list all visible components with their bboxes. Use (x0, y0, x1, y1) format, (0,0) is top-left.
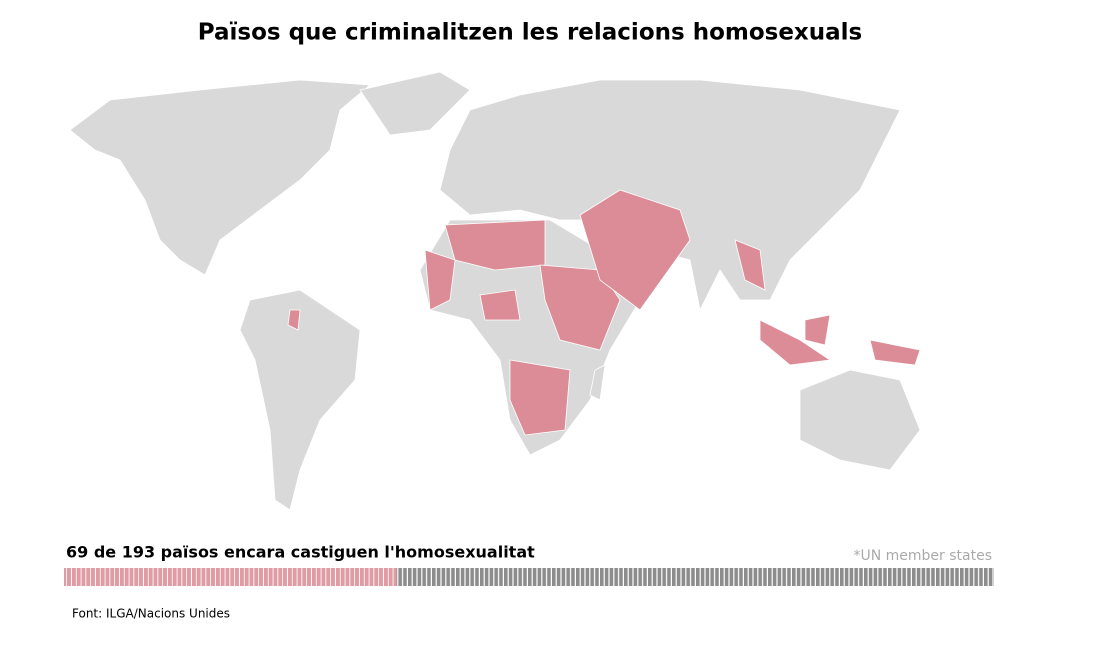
title: Països que criminalitzen les relacions h… (198, 20, 862, 46)
source: Font: ILGA/Nacions Unides (72, 607, 230, 621)
summary: 69 de 193 països encara castiguen l'homo… (66, 543, 535, 562)
criminalizing-countries (64, 568, 397, 586)
world-map (69, 71, 921, 511)
count-bar (64, 568, 994, 586)
footnote: *UN member states (853, 548, 992, 564)
